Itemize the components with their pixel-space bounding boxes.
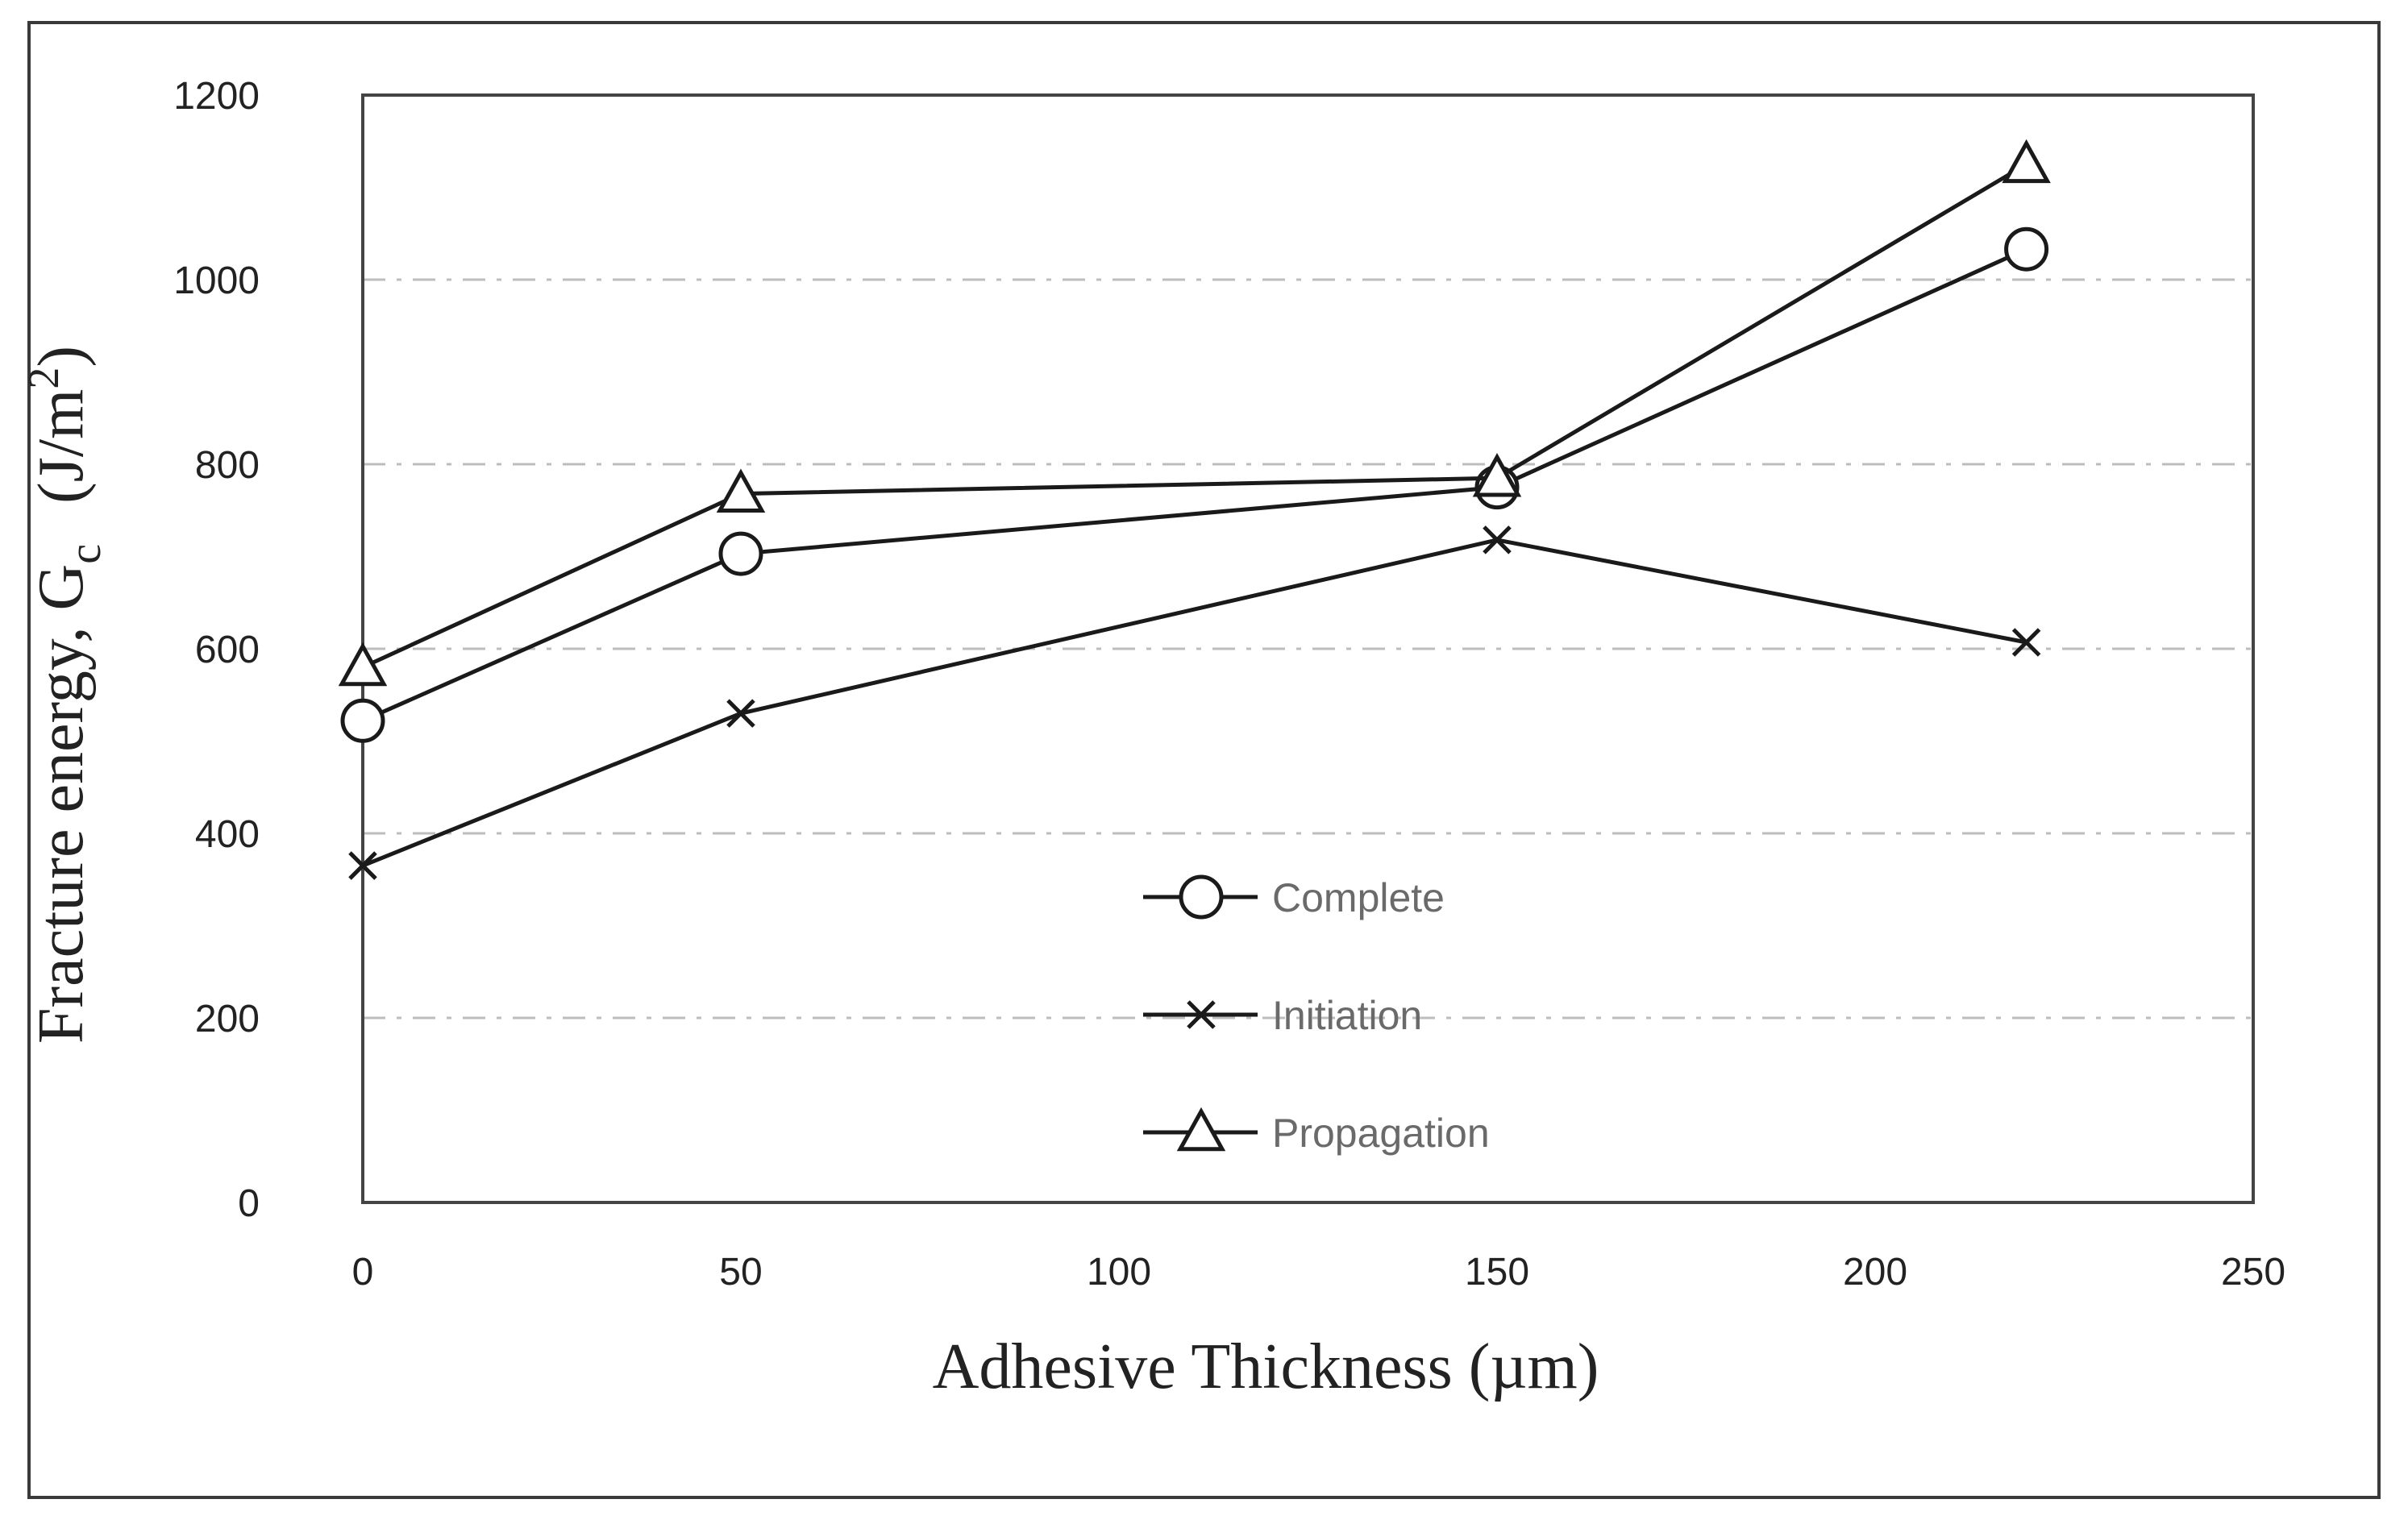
series-line-propagation bbox=[361, 162, 2027, 670]
x-tick-label-0: 0 bbox=[352, 1251, 374, 1294]
x-axis-title: Adhesive Thickness (µm) bbox=[933, 1331, 1599, 1402]
point-propagation-150 bbox=[1472, 453, 1522, 497]
point-initiation-150-stroke-b bbox=[1483, 525, 1512, 554]
legend-marker-initiation-stroke-b bbox=[1187, 1000, 1216, 1029]
point-initiation-50 bbox=[726, 699, 755, 728]
y-tick-label-400: 400 bbox=[195, 813, 260, 856]
y-tick-label-1000: 1000 bbox=[173, 260, 260, 302]
y-tick-label-0: 0 bbox=[238, 1182, 260, 1225]
point-propagation-50 bbox=[716, 468, 766, 513]
legend-item-initiation: Initiation bbox=[1143, 993, 1422, 1038]
legend-marker-propagation bbox=[1176, 1107, 1226, 1152]
point-propagation-220 bbox=[2002, 139, 2051, 184]
legend: Complete Initiation Propagation bbox=[1143, 874, 1490, 1156]
point-initiation-50-stroke-b bbox=[726, 699, 755, 728]
x-tick-label-50: 50 bbox=[719, 1251, 762, 1294]
series-line-complete bbox=[361, 247, 2027, 723]
y-axis-title-gap bbox=[26, 504, 97, 520]
tick-labels: 0 200 400 600 800 1000 1200 0 50 100 150 200 250 bbox=[173, 75, 2285, 1294]
series-propagation bbox=[338, 139, 2051, 687]
point-complete-0 bbox=[340, 698, 385, 743]
point-initiation-0 bbox=[348, 851, 377, 880]
point-initiation-150 bbox=[1483, 525, 1512, 554]
y-axis-title-units-close: ) bbox=[26, 346, 97, 368]
y-axis-title-units-superscript: 2 bbox=[19, 368, 68, 389]
x-tick-label-150: 150 bbox=[1465, 1251, 1529, 1294]
x-tick-label-250: 250 bbox=[2221, 1251, 2285, 1294]
y-axis-title-units: (J/m bbox=[26, 389, 97, 504]
point-propagation-0 bbox=[338, 642, 388, 687]
y-tick-label-1200: 1200 bbox=[173, 75, 260, 118]
point-initiation-220-stroke-b bbox=[2011, 628, 2041, 657]
point-initiation-220 bbox=[2011, 628, 2041, 657]
point-complete-50 bbox=[718, 531, 763, 576]
legend-label-complete: Complete bbox=[1272, 875, 1445, 920]
y-axis-title-main: Fracture energy, G bbox=[26, 564, 97, 1044]
point-initiation-0-stroke-b bbox=[348, 851, 377, 880]
legend-label-propagation: Propagation bbox=[1272, 1111, 1490, 1156]
legend-label-initiation: Initiation bbox=[1272, 993, 1422, 1038]
y-axis-title-subscript: c bbox=[60, 544, 110, 564]
series-layer bbox=[338, 139, 2051, 880]
x-tick-label-100: 100 bbox=[1087, 1251, 1151, 1294]
point-complete-220 bbox=[2004, 226, 2049, 272]
y-axis-title: Fracture energy, Gc (J/m2) bbox=[19, 346, 110, 1044]
legend-marker-complete bbox=[1179, 874, 1224, 920]
series-complete bbox=[340, 226, 2049, 743]
legend-marker-initiation bbox=[1187, 1000, 1216, 1029]
y-tick-label-600: 600 bbox=[195, 629, 260, 671]
y-tick-label-200: 200 bbox=[195, 998, 260, 1040]
legend-item-propagation: Propagation bbox=[1143, 1107, 1490, 1156]
legend-item-complete: Complete bbox=[1143, 874, 1445, 920]
x-tick-label-200: 200 bbox=[1843, 1251, 1907, 1294]
series-initiation bbox=[348, 525, 2041, 880]
y-tick-label-800: 800 bbox=[195, 444, 260, 487]
series-line-initiation bbox=[362, 538, 2027, 868]
